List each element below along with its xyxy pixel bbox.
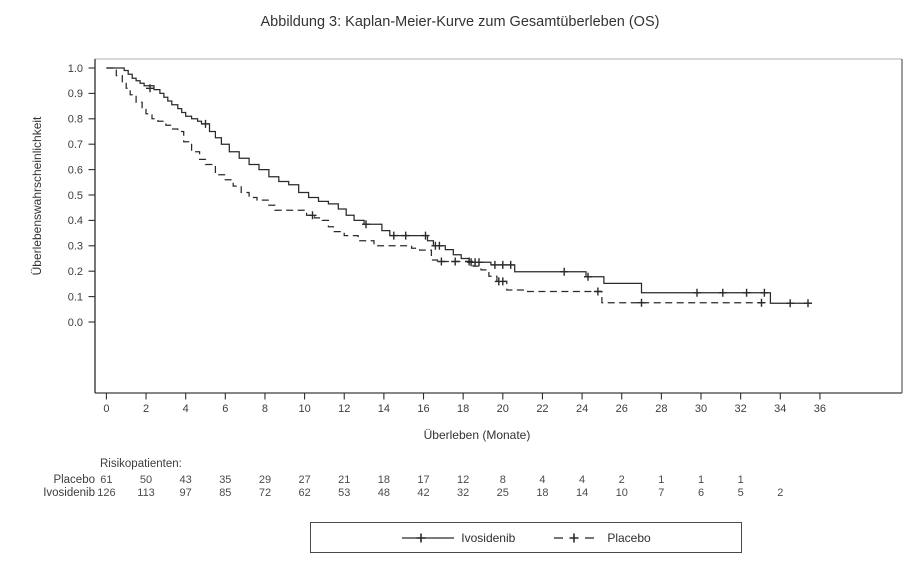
y-tick-label: 0.7 [68, 139, 83, 151]
y-tick-label: 0.5 [68, 190, 83, 202]
x-tick-label: 16 [417, 403, 429, 415]
risk-table-header: Risikopatienten: [100, 458, 182, 470]
legend: Ivosidenib Placebo [310, 522, 742, 553]
y-tick-label: 0.1 [68, 291, 83, 303]
risk-value: 2 [777, 487, 783, 499]
risk-value: 8 [500, 474, 506, 486]
risk-value: 53 [338, 487, 350, 499]
y-tick-label: 0.2 [68, 266, 83, 278]
risk-value: 61 [100, 474, 112, 486]
risk-value: 42 [417, 487, 429, 499]
risk-value: 43 [180, 474, 192, 486]
dashed-line-plus-icon [554, 533, 595, 542]
risk-value: 7 [658, 487, 664, 499]
risk-value: 1 [698, 474, 704, 486]
risk-value: 12 [457, 474, 469, 486]
legend-item-ivosidenib: Ivosidenib [401, 531, 515, 545]
risk-value: 6 [698, 487, 704, 499]
risk-value: 1 [658, 474, 664, 486]
risk-value: 29 [259, 474, 271, 486]
y-tick-label: 1.0 [68, 63, 83, 75]
risk-value: 17 [417, 474, 429, 486]
x-tick-label: 22 [536, 403, 548, 415]
risk-value: 32 [457, 487, 469, 499]
y-tick-label: 0.9 [68, 88, 83, 100]
risk-value: 113 [137, 487, 155, 499]
ivosidenib-curve [106, 67, 812, 304]
risk-value: 2 [619, 474, 625, 486]
risk-value: 14 [576, 487, 588, 499]
x-tick-label: 12 [338, 403, 350, 415]
solid-line-plus-icon [402, 533, 455, 542]
risk-value: 126 [97, 487, 115, 499]
x-tick-label: 28 [655, 403, 667, 415]
y-tick-label: 0.8 [68, 114, 83, 126]
x-tick-label: 32 [735, 403, 747, 415]
y-tick-label: 0.0 [68, 317, 83, 329]
x-tick-label: 34 [774, 403, 786, 415]
y-axis-title: Überlebenswahrscheinlichkeit [30, 116, 44, 275]
risk-value: 35 [219, 474, 231, 486]
figure-title: Abbildung 3: Kaplan-Meier-Kurve zum Gesa… [260, 14, 660, 30]
x-tick-label: 18 [457, 403, 469, 415]
x-tick-label: 36 [814, 403, 826, 415]
x-tick-label: 24 [576, 403, 588, 415]
x-tick-label: 30 [695, 403, 707, 415]
risk-value: 4 [539, 474, 545, 486]
y-tick-label: 0.4 [68, 215, 83, 227]
x-tick-label: 20 [497, 403, 509, 415]
y-tick-label: 0.3 [68, 241, 83, 253]
x-tick-label: 4 [183, 403, 189, 415]
risk-value: 18 [378, 474, 390, 486]
placebo-censor-marks [308, 211, 766, 307]
risk-value: 72 [259, 487, 271, 499]
legend-item-placebo: Placebo [553, 530, 651, 545]
risk-value: 21 [338, 474, 350, 486]
x-tick-label: 2 [143, 403, 149, 415]
risk-value: 4 [579, 474, 585, 486]
risk-value: 50 [140, 474, 152, 486]
y-axis-ticks: 1.0 0.9 0.8 0.7 0.6 0.5 0.4 0.3 0.2 0.1 0.0 [68, 63, 95, 329]
x-tick-label: 0 [103, 403, 109, 415]
risk-value: 85 [219, 487, 231, 499]
x-tick-label: 26 [616, 403, 628, 415]
legend-label-ivosidenib: Ivosidenib [461, 530, 516, 545]
risk-value: 1 [738, 474, 744, 486]
risk-row-label-ivosidenib: Ivosidenib [43, 487, 95, 499]
risk-value: 10 [616, 487, 628, 499]
risk-table: Risikopatienten:Placebo 61 50 43 35 29 27 21 18 1… [43, 458, 783, 499]
x-axis-ticks: 0 2 4 6 8 10 12 14 16 18 20 22 24 26 28 30 32 34 36 [103, 393, 826, 415]
placebo-curve [106, 67, 765, 304]
x-tick-label: 8 [262, 403, 268, 415]
risk-value: 25 [497, 487, 509, 499]
ivosidenib-censor-marks [146, 84, 812, 308]
km-curves [106, 67, 812, 308]
x-tick-label: 10 [298, 403, 310, 415]
x-axis-title: Überleben (Monate) [424, 428, 531, 442]
risk-value: 48 [378, 487, 390, 499]
x-tick-label: 14 [378, 403, 390, 415]
legend-label-placebo: Placebo [607, 530, 651, 545]
risk-value: 5 [738, 487, 744, 499]
risk-value: 18 [536, 487, 548, 499]
risk-value: 97 [180, 487, 192, 499]
risk-value: 27 [298, 474, 310, 486]
x-tick-label: 6 [222, 403, 228, 415]
risk-row-label-placebo: Placebo [53, 474, 95, 486]
y-tick-label: 0.6 [68, 164, 83, 176]
risk-value: 62 [298, 487, 310, 499]
